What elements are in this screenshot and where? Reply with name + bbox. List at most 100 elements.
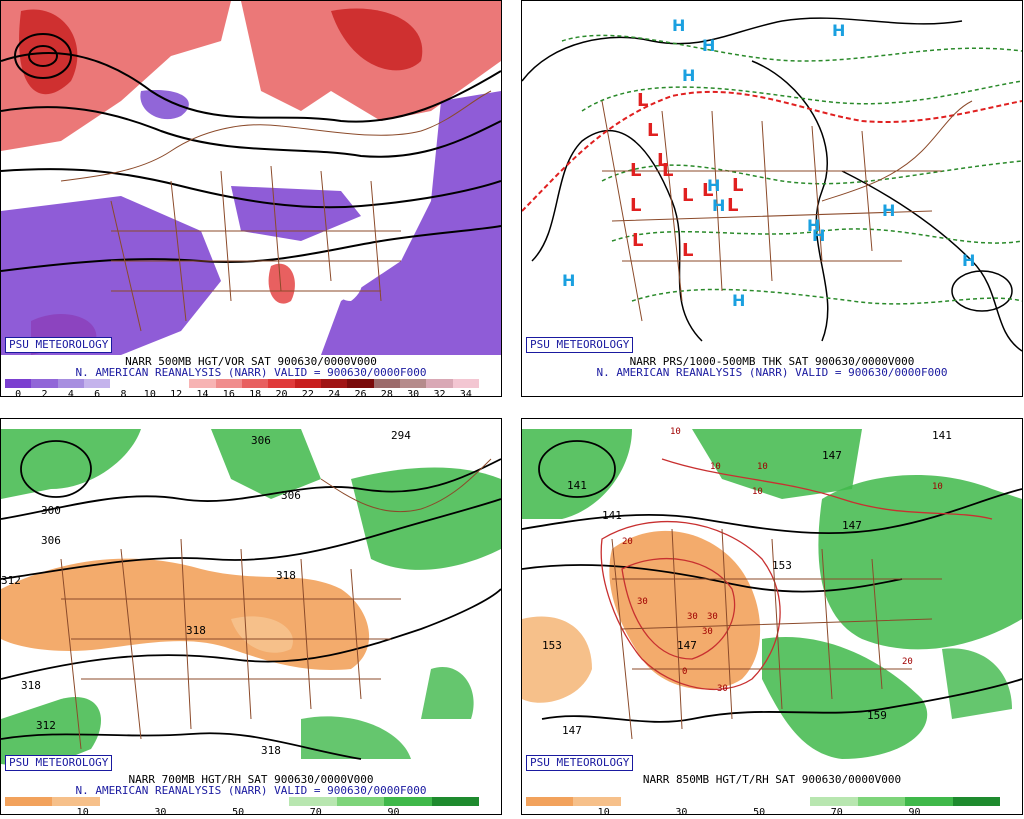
- height-contour-label: 306: [41, 534, 61, 547]
- scale-swatch: [31, 379, 58, 388]
- scale-swatch: [952, 797, 1001, 806]
- height-contour-label: 159: [867, 709, 887, 722]
- panel-title: NARR 700MB HGT/RH SAT 900630/0000V000: [128, 773, 374, 786]
- low-pressure-label: L: [647, 120, 658, 141]
- height-contour-label: 300: [41, 504, 61, 517]
- low-pressure-label: L: [727, 195, 738, 216]
- panel-valid-time: N. AMERICAN REANALYSIS (NARR) VALID = 90…: [596, 366, 948, 379]
- scale-tick-label: 10: [597, 807, 610, 815]
- temperature-contour-label: 30: [702, 627, 713, 637]
- branding-label: PSU METEOROLOGY: [5, 337, 113, 353]
- high-pressure-label: H: [962, 251, 975, 270]
- temperature-contour-label: 10: [932, 482, 943, 492]
- low-pressure-label: L: [662, 160, 673, 181]
- temperature-contour-label: 10: [752, 487, 763, 497]
- scale-swatch: [57, 379, 84, 388]
- scale-tick-label: 50: [753, 807, 766, 815]
- color-scale-bar: [5, 379, 479, 388]
- panel-850mb-temp-rh: 141 141 147 147 153 153 147 159 147 141 10 10 10 10 2…: [521, 418, 1023, 815]
- vorticity-map: [1, 1, 501, 355]
- scale-tick-label: 2: [41, 389, 48, 397]
- scale-tick-label: 20: [275, 389, 288, 397]
- height-contour-label: 306: [281, 489, 301, 502]
- temperature-contour-label: 30: [717, 684, 728, 694]
- scale-swatch: [5, 797, 53, 806]
- high-pressure-label: H: [807, 216, 820, 235]
- scale-swatch: [573, 797, 621, 806]
- scale-swatch: [426, 379, 453, 388]
- scale-tick-label: 10: [143, 389, 156, 397]
- scale-tick-label: 90: [387, 807, 400, 815]
- high-pressure-label: H: [672, 16, 685, 35]
- panel-title: NARR 500MB HGT/VOR SAT 900630/0000V000: [125, 355, 377, 368]
- temperature-contour-label: 20: [902, 657, 913, 667]
- scale-swatch: [289, 797, 337, 806]
- scale-swatch: [399, 379, 427, 388]
- low-pressure-label: L: [632, 230, 643, 251]
- temperature-contour-label: 10: [757, 462, 768, 472]
- high-pressure-label: H: [707, 176, 720, 195]
- temperature-contour-label: 10: [710, 462, 721, 472]
- scale-swatch: [336, 797, 385, 806]
- panel-700mb-rh: 300 306 306 312 318 318 318 312 318 306 294 PSU ME…: [0, 418, 502, 815]
- scale-tick-label: 8: [120, 389, 127, 397]
- scale-tick-label: 18: [249, 389, 262, 397]
- scale-swatch: [294, 379, 321, 388]
- height-contour-label: 141: [567, 479, 587, 492]
- panel-500mb-vorticity: PSU METEOROLOGY NARR 500MB HGT/VOR SAT 9…: [0, 0, 502, 397]
- branding-label: PSU METEOROLOGY: [526, 337, 634, 353]
- scale-tick-label: 50: [232, 807, 245, 815]
- scale-tick-label: 30: [407, 389, 420, 397]
- height-contour-label: 153: [542, 639, 562, 652]
- branding-label: PSU METEOROLOGY: [5, 755, 113, 771]
- scale-swatch: [268, 379, 295, 388]
- scale-tick-label: 90: [908, 807, 921, 815]
- color-scale-bar: [5, 797, 480, 806]
- scale-swatch: [83, 379, 111, 388]
- panel-title: NARR PRS/1000-500MB THK SAT 900630/0000V…: [629, 355, 915, 368]
- height-contour-label: 147: [822, 449, 842, 462]
- temperature-contour-label: 0: [682, 667, 687, 677]
- scale-tick-label: 28: [380, 389, 393, 397]
- low-pressure-label: L: [630, 195, 641, 216]
- panel-valid-time: N. AMERICAN REANALYSIS (NARR) VALID = 90…: [75, 784, 427, 797]
- scale-tick-label: 32: [433, 389, 446, 397]
- scale-swatch: [668, 797, 716, 806]
- low-pressure-label: L: [682, 185, 693, 206]
- height-contour-label: 318: [276, 569, 296, 582]
- scale-tick-label: 24: [328, 389, 341, 397]
- scale-swatch: [136, 379, 163, 388]
- panel-valid-time: N. AMERICAN REANALYSIS (NARR) VALID = 90…: [75, 366, 427, 379]
- scale-swatch: [110, 379, 137, 388]
- rh850-map: 141 141 147 147 153 153 147 159 147 141 10 10 10 10 2…: [522, 427, 1022, 759]
- scale-tick-label: 4: [67, 389, 74, 397]
- height-contour-label: 318: [21, 679, 41, 692]
- scale-swatch: [452, 379, 479, 388]
- scale-swatch: [431, 797, 480, 806]
- scale-swatch: [242, 797, 290, 806]
- height-contour-label: 306: [251, 434, 271, 447]
- scale-tick-label: 14: [196, 389, 209, 397]
- high-pressure-label: H: [732, 291, 745, 310]
- scale-tick-label: 12: [170, 389, 183, 397]
- color-scale-bar: [526, 797, 1001, 806]
- low-pressure-label: L: [637, 90, 648, 111]
- scale-swatch: [347, 379, 374, 388]
- scale-tick-label: 16: [222, 389, 235, 397]
- scale-swatch: [810, 797, 858, 806]
- high-pressure-label: H: [832, 21, 845, 40]
- scale-swatch: [384, 797, 432, 806]
- high-pressure-label: H: [812, 226, 825, 245]
- scale-tick-label: 34: [459, 389, 472, 397]
- low-pressure-label: L: [732, 175, 743, 196]
- scale-tick-label: 70: [830, 807, 843, 815]
- height-contour-label: 318: [261, 744, 281, 757]
- scale-swatch: [147, 797, 195, 806]
- scale-swatch: [194, 797, 243, 806]
- scale-swatch: [373, 379, 400, 388]
- scale-tick-label: 0: [15, 389, 22, 397]
- height-contour-label: 141: [932, 429, 952, 442]
- height-contour-label: 312: [36, 719, 56, 732]
